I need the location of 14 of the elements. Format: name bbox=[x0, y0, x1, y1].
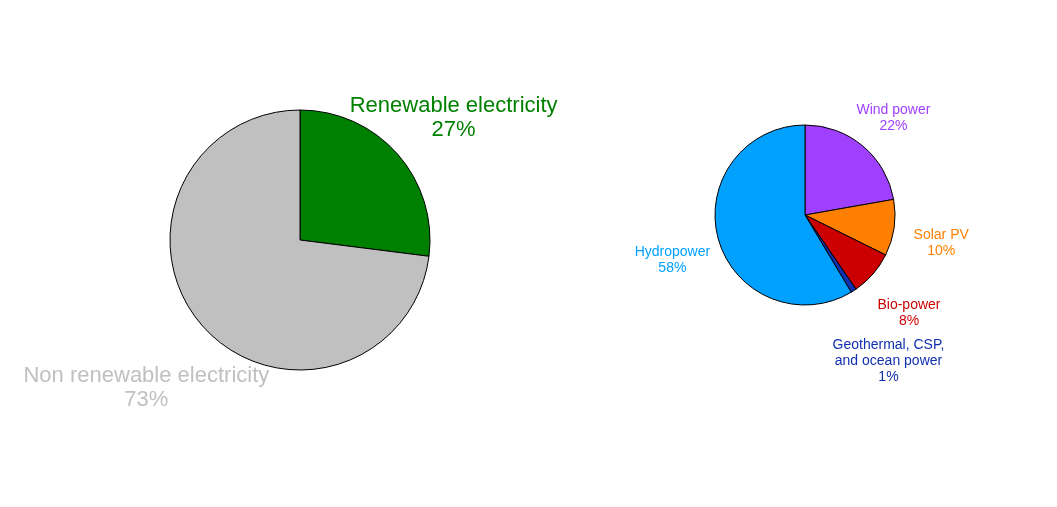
data-label: 8% bbox=[898, 312, 920, 329]
slice-label: Geothermal, CSP, and ocean power bbox=[832, 335, 945, 368]
data-label: 10% bbox=[927, 241, 956, 258]
slice-label: Bio-power bbox=[877, 296, 941, 313]
slice-label: Hydropower bbox=[634, 242, 711, 259]
slice-label: Non renewable electricity bbox=[23, 362, 270, 388]
slice-label: Solar PV bbox=[913, 225, 970, 242]
data-label: 27% bbox=[431, 115, 476, 141]
slice-label: Wind power bbox=[856, 100, 931, 117]
data-label: 73% bbox=[124, 386, 169, 412]
data-label: 1% bbox=[878, 367, 899, 384]
data-label: 22% bbox=[879, 116, 908, 133]
slice-label: Renewable electricity bbox=[349, 91, 558, 117]
data-label: 58% bbox=[658, 258, 687, 275]
